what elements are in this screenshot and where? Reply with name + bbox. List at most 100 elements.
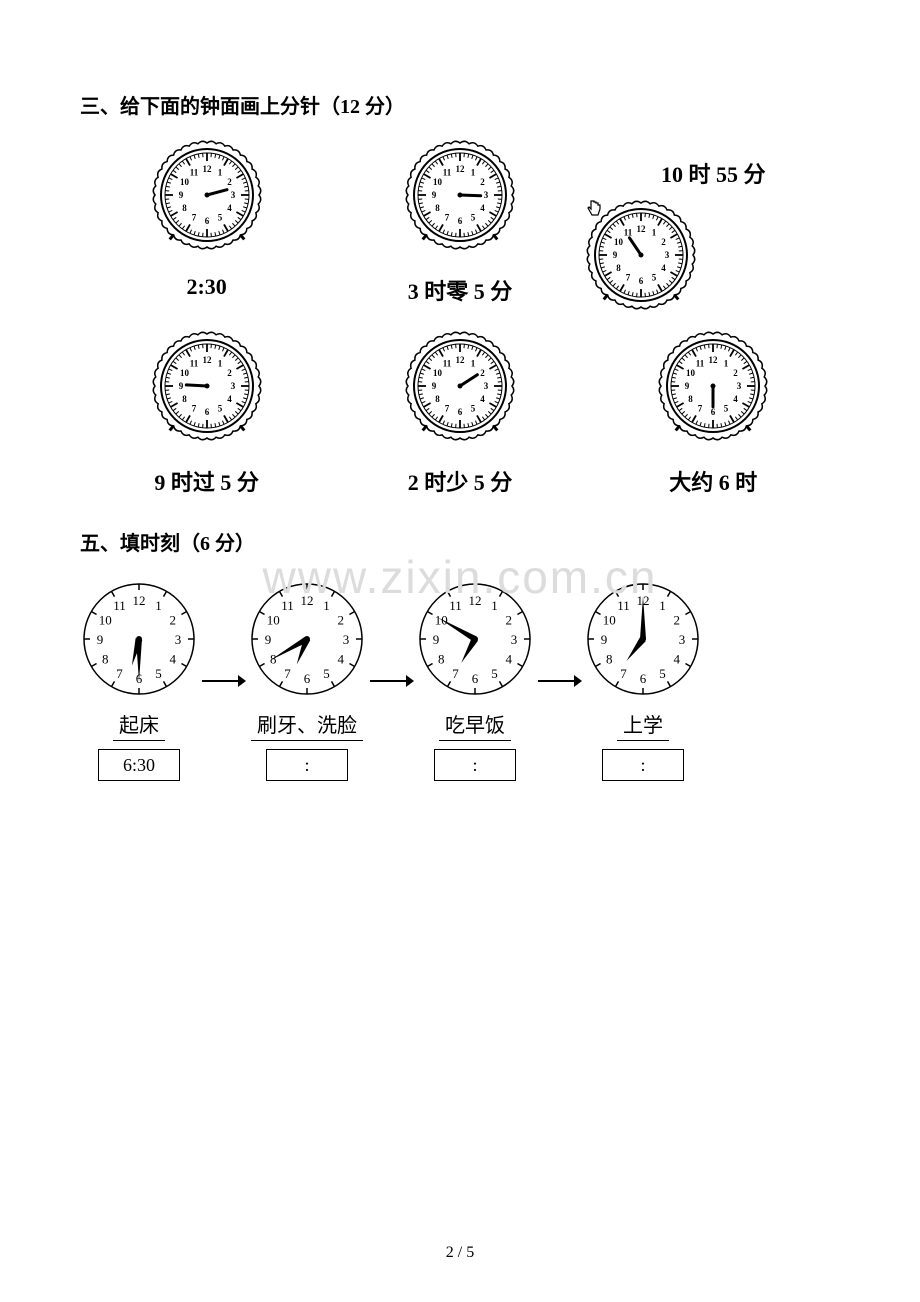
svg-text:7: 7 — [626, 273, 631, 283]
svg-text:5: 5 — [491, 666, 498, 681]
svg-text:8: 8 — [182, 394, 187, 404]
svg-text:5: 5 — [217, 213, 222, 223]
svg-text:8: 8 — [435, 394, 440, 404]
clock-face: 123456789101112 — [404, 330, 516, 447]
svg-text:10: 10 — [180, 177, 190, 187]
svg-text:2: 2 — [480, 177, 485, 187]
svg-text:5: 5 — [652, 273, 657, 283]
svg-text:11: 11 — [189, 358, 198, 368]
svg-text:7: 7 — [445, 213, 450, 223]
timeline-label: 刷牙、洗脸 — [251, 709, 363, 741]
section5-heading: 五、填时刻（6 分） — [80, 527, 840, 556]
svg-text:5: 5 — [471, 213, 476, 223]
clock-cell: 123456789101112 9 时过 5 分 — [107, 330, 307, 497]
timeline-value: 6:30 — [98, 749, 180, 781]
clock-label: 3 时零 5 分 — [408, 274, 513, 306]
svg-text:5: 5 — [659, 666, 666, 681]
timeline-label: 起床 — [113, 709, 165, 741]
svg-text:5: 5 — [155, 666, 162, 681]
svg-text:8: 8 — [435, 203, 440, 213]
clock-face: 123456789101112 — [404, 139, 516, 256]
svg-text:12: 12 — [301, 593, 314, 608]
svg-text:3: 3 — [230, 190, 235, 200]
svg-text:2: 2 — [227, 368, 232, 378]
svg-text:7: 7 — [284, 666, 291, 681]
svg-text:6: 6 — [304, 671, 311, 686]
svg-text:1: 1 — [155, 598, 162, 613]
svg-text:3: 3 — [511, 632, 518, 647]
svg-text:7: 7 — [620, 666, 627, 681]
svg-text:2: 2 — [170, 613, 177, 628]
clock-face: 123456789101112 — [248, 580, 366, 703]
timeline: 123456789101112 起床 6:30 123456789101112 … — [80, 580, 840, 781]
arrow-icon — [536, 671, 582, 691]
svg-text:12: 12 — [202, 355, 212, 365]
svg-text:11: 11 — [443, 167, 452, 177]
timeline-cell: 123456789101112 刷牙、洗脸 : — [248, 580, 366, 781]
svg-text:6: 6 — [204, 407, 209, 417]
svg-text:11: 11 — [449, 598, 462, 613]
svg-text:11: 11 — [617, 598, 630, 613]
svg-text:9: 9 — [601, 632, 608, 647]
svg-text:6: 6 — [204, 216, 209, 226]
svg-text:2: 2 — [506, 613, 513, 628]
svg-text:8: 8 — [438, 652, 445, 667]
svg-text:4: 4 — [227, 203, 232, 213]
svg-text:12: 12 — [455, 355, 465, 365]
svg-text:3: 3 — [230, 381, 235, 391]
svg-text:7: 7 — [452, 666, 459, 681]
svg-text:11: 11 — [443, 358, 452, 368]
svg-text:1: 1 — [724, 358, 729, 368]
svg-text:3: 3 — [665, 250, 670, 260]
svg-text:9: 9 — [265, 632, 272, 647]
svg-text:11: 11 — [281, 598, 294, 613]
page: 三、给下面的钟面画上分针（12 分） 123456789101112 2:30 … — [0, 0, 920, 1302]
svg-text:10: 10 — [614, 237, 624, 247]
svg-text:11: 11 — [624, 227, 633, 237]
svg-text:10: 10 — [603, 613, 616, 628]
svg-text:4: 4 — [338, 652, 345, 667]
svg-text:9: 9 — [97, 632, 104, 647]
timeline-value: : — [266, 749, 348, 781]
svg-text:6: 6 — [458, 216, 463, 226]
arrow-icon — [368, 671, 414, 691]
svg-text:1: 1 — [471, 358, 476, 368]
svg-text:9: 9 — [432, 190, 437, 200]
clock-label: 大约 6 时 — [669, 465, 757, 497]
svg-text:7: 7 — [698, 404, 703, 414]
svg-text:6: 6 — [711, 407, 716, 417]
svg-text:8: 8 — [270, 652, 277, 667]
svg-text:9: 9 — [178, 381, 183, 391]
svg-text:3: 3 — [737, 381, 742, 391]
svg-text:11: 11 — [113, 598, 126, 613]
svg-text:10: 10 — [435, 613, 448, 628]
svg-text:10: 10 — [267, 613, 280, 628]
clock-label: 9 时过 5 分 — [154, 465, 259, 497]
svg-text:3: 3 — [679, 632, 686, 647]
svg-text:12: 12 — [455, 164, 465, 174]
clock-cell: 123456789101112 3 时零 5 分 — [360, 139, 560, 306]
svg-text:2: 2 — [662, 237, 667, 247]
clock-cell: 123456789101112 2 时少 5 分 — [360, 330, 560, 497]
svg-text:5: 5 — [217, 404, 222, 414]
clock-label: 2:30 — [186, 274, 226, 300]
svg-text:6: 6 — [640, 671, 647, 686]
svg-text:4: 4 — [480, 394, 485, 404]
svg-text:2: 2 — [338, 613, 345, 628]
svg-text:2: 2 — [227, 177, 232, 187]
svg-text:9: 9 — [433, 632, 440, 647]
clock-label: 10 时 55 分 — [661, 157, 766, 189]
svg-text:5: 5 — [323, 666, 330, 681]
svg-text:4: 4 — [674, 652, 681, 667]
arrow-icon — [200, 671, 246, 691]
svg-text:3: 3 — [343, 632, 350, 647]
svg-text:4: 4 — [170, 652, 177, 667]
svg-text:9: 9 — [432, 381, 437, 391]
section3-heading: 三、给下面的钟面画上分针（12 分） — [80, 90, 840, 119]
clock-cell: 123456789101112 2:30 — [107, 139, 307, 300]
svg-text:12: 12 — [469, 593, 482, 608]
svg-text:1: 1 — [471, 167, 476, 177]
svg-text:5: 5 — [471, 404, 476, 414]
svg-text:10: 10 — [99, 613, 112, 628]
svg-text:1: 1 — [217, 358, 222, 368]
